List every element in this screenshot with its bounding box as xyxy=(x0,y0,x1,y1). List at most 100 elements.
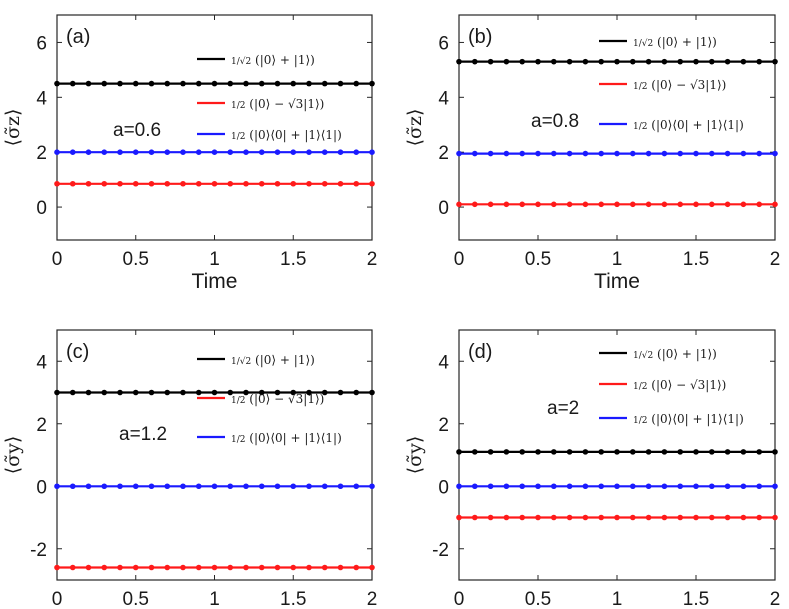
data-point xyxy=(772,514,778,521)
data-point xyxy=(535,201,541,208)
data-point xyxy=(472,58,478,65)
data-point xyxy=(54,149,60,155)
data-point xyxy=(274,389,281,396)
data-point xyxy=(274,564,281,571)
data-point xyxy=(195,80,202,87)
data-point xyxy=(337,483,344,490)
data-point xyxy=(677,483,683,490)
data-point xyxy=(519,201,525,208)
x-tick-label: 1 xyxy=(612,249,623,270)
data-point xyxy=(661,201,668,208)
series-0 xyxy=(54,389,375,396)
data-point xyxy=(519,483,525,490)
data-point xyxy=(519,449,525,455)
y-tick-label: 0 xyxy=(438,477,449,498)
x-axis-label: Time xyxy=(594,270,640,293)
data-point xyxy=(693,514,699,521)
data-point xyxy=(772,483,778,490)
data-point xyxy=(195,389,202,396)
data-point xyxy=(487,201,494,208)
data-point xyxy=(306,80,312,87)
data-point xyxy=(227,149,234,155)
y-tick-label: 6 xyxy=(438,33,449,54)
data-point xyxy=(164,483,171,490)
data-point xyxy=(243,389,249,396)
data-point xyxy=(661,514,668,521)
data-point xyxy=(101,483,108,490)
data-point xyxy=(337,389,344,396)
y-tick-label: 4 xyxy=(438,88,449,109)
data-point xyxy=(456,514,462,521)
data-point xyxy=(519,150,525,157)
series-1 xyxy=(54,180,375,187)
data-point xyxy=(630,201,636,208)
data-point xyxy=(274,483,281,490)
data-point xyxy=(211,483,218,490)
data-point xyxy=(227,483,234,490)
panel-label: (c) xyxy=(66,341,89,363)
data-point xyxy=(164,149,171,155)
data-point xyxy=(740,483,747,490)
data-point xyxy=(101,80,108,87)
data-point xyxy=(69,389,76,396)
data-point xyxy=(598,150,604,157)
data-point xyxy=(598,449,604,455)
data-point xyxy=(164,180,171,187)
y-axis-label: ⟨σ̃z⟩ xyxy=(404,109,426,147)
data-point xyxy=(101,149,108,155)
legend-label: 1/2 (|0⟩⟨0| + |1⟩⟨1|) xyxy=(633,412,744,426)
data-point xyxy=(519,514,525,521)
parameter-annotation: a=0.6 xyxy=(113,120,161,141)
data-point xyxy=(180,180,186,187)
legend-label: 1/2 (|0⟩⟨0| + |1⟩⟨1|) xyxy=(231,128,342,142)
data-point xyxy=(724,483,731,490)
data-point xyxy=(258,389,265,396)
data-point xyxy=(756,150,762,157)
data-point xyxy=(353,389,360,396)
data-point xyxy=(132,564,139,571)
legend-label: 1/2 (|0⟩ − √3|1⟩) xyxy=(231,97,324,111)
data-point xyxy=(472,449,478,455)
data-point xyxy=(582,201,589,208)
x-tick-label: 0.5 xyxy=(525,589,551,609)
data-point xyxy=(69,80,76,87)
data-point xyxy=(180,80,186,87)
data-point xyxy=(164,389,171,396)
data-point xyxy=(85,564,92,571)
data-point xyxy=(487,150,494,157)
y-tick-label: -2 xyxy=(432,540,449,561)
data-point xyxy=(290,564,297,571)
data-point xyxy=(551,483,557,490)
data-point xyxy=(503,483,510,490)
data-point xyxy=(132,483,139,490)
data-point xyxy=(645,483,652,490)
y-tick-label: 0 xyxy=(36,198,47,219)
data-point xyxy=(211,180,218,187)
series-1 xyxy=(456,514,778,521)
data-point xyxy=(243,564,249,571)
data-point xyxy=(85,483,92,490)
y-tick-label: 2 xyxy=(36,143,47,164)
data-point xyxy=(290,483,297,490)
panel-label: (b) xyxy=(468,26,492,48)
data-point xyxy=(709,483,715,490)
series-2 xyxy=(456,150,778,157)
data-point xyxy=(709,58,715,65)
data-point xyxy=(598,58,604,65)
data-point xyxy=(369,180,375,187)
data-point xyxy=(85,149,92,155)
data-point xyxy=(582,58,589,65)
data-point xyxy=(54,483,60,490)
data-point xyxy=(258,180,265,187)
data-point xyxy=(211,564,218,571)
data-point xyxy=(472,201,478,208)
x-tick-label: 0.5 xyxy=(123,249,149,270)
data-point xyxy=(661,483,668,490)
data-point xyxy=(630,150,636,157)
data-point xyxy=(598,201,604,208)
data-point xyxy=(535,150,541,157)
data-point xyxy=(724,58,731,65)
data-point xyxy=(353,564,360,571)
data-point xyxy=(321,564,328,571)
